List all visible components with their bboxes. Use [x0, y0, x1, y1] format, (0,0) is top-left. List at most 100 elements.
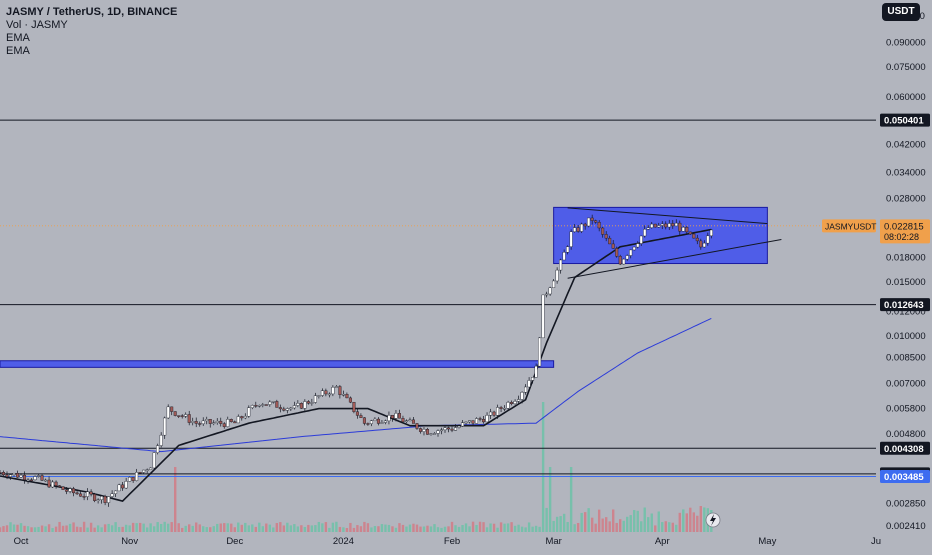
volume-bar — [433, 524, 436, 532]
candle — [233, 421, 237, 424]
candle — [264, 404, 268, 406]
volume-bar — [286, 522, 289, 532]
candle — [408, 419, 412, 422]
volume-bar — [9, 522, 12, 532]
candle — [639, 235, 643, 244]
candle — [548, 287, 552, 295]
volume-bar — [373, 526, 377, 532]
volume-bar — [138, 522, 142, 532]
volume-bar — [121, 526, 124, 532]
candle — [82, 496, 86, 498]
volume-bar — [615, 522, 618, 532]
volume-bar — [401, 524, 405, 532]
candle — [142, 469, 146, 473]
candle — [334, 386, 338, 388]
volume-bar — [181, 527, 184, 532]
volume-bar — [47, 524, 51, 532]
candle — [317, 395, 321, 397]
volume-bar — [86, 527, 89, 532]
volume-bar — [534, 525, 538, 532]
volume-bar — [436, 527, 440, 532]
time-tick-label: Oct — [14, 536, 29, 547]
candle — [527, 380, 531, 388]
candle — [492, 411, 496, 416]
candle — [240, 416, 244, 419]
currency-button[interactable]: USDT — [882, 3, 920, 21]
candle — [685, 227, 689, 233]
price-tick-label: 0.008500 — [886, 353, 926, 364]
volume-bar — [310, 525, 314, 532]
volume-bar — [545, 507, 548, 532]
volume-bar — [23, 525, 26, 532]
price-tick-label: 0.015000 — [886, 277, 926, 288]
level-badge-label: 0.004308 — [884, 444, 924, 455]
time-tick-label: Nov — [121, 536, 138, 547]
volume-bar — [668, 522, 671, 532]
candle — [149, 467, 153, 470]
candle — [482, 418, 486, 423]
candle — [583, 223, 587, 227]
volume-bar — [594, 523, 597, 532]
candle — [545, 293, 549, 296]
volume-bar — [485, 527, 489, 532]
candle — [538, 337, 542, 367]
volume-bar — [223, 523, 226, 532]
volume-bar — [177, 523, 180, 532]
volume-bar — [496, 527, 499, 532]
candle — [664, 223, 668, 228]
candle — [166, 406, 170, 419]
candle — [674, 222, 678, 227]
volume-bar — [307, 524, 310, 532]
volume-bar — [170, 522, 173, 532]
volume-bar — [296, 526, 300, 532]
candle — [643, 228, 647, 237]
candle — [454, 427, 458, 431]
candle — [590, 217, 594, 221]
candle — [618, 256, 622, 265]
volume-bar — [394, 527, 398, 532]
volume-bar — [454, 525, 457, 532]
volume-bar — [54, 526, 58, 532]
volume-bar — [633, 510, 636, 532]
candle — [432, 433, 436, 435]
ema-indicator-label-1[interactable]: EMA — [6, 32, 30, 44]
candle — [440, 429, 444, 432]
candle — [345, 394, 349, 399]
volume-bar — [110, 525, 114, 532]
symbol-title[interactable]: JASMY / TetherUS, 1D, BINANCE — [6, 6, 178, 18]
volume-bar — [440, 527, 443, 532]
current-price-label: 0.022815 — [884, 221, 924, 232]
volume-indicator-label[interactable]: Vol · JASMY — [6, 19, 68, 31]
ema-indicator-label-2[interactable]: EMA — [6, 45, 30, 57]
volume-bar — [471, 521, 475, 532]
candle — [268, 401, 272, 405]
volume-bar — [363, 521, 366, 532]
zone-rect-1 — [553, 206, 768, 265]
candle — [632, 246, 636, 251]
volume-bar — [65, 525, 68, 532]
volume-bar — [268, 524, 272, 532]
candle — [208, 419, 212, 424]
candle — [401, 417, 405, 423]
candle — [19, 474, 23, 478]
candle — [44, 479, 48, 482]
candle — [215, 420, 219, 423]
volume-bar — [345, 528, 349, 532]
volume-bar — [492, 523, 496, 532]
volume-bar — [16, 524, 19, 532]
candle — [152, 452, 156, 469]
candle — [457, 425, 461, 428]
candle — [390, 415, 394, 419]
candle — [23, 474, 27, 481]
candle — [352, 401, 356, 412]
volume-bar — [580, 512, 583, 532]
volume-bar — [587, 508, 590, 532]
candle — [194, 421, 198, 424]
level-badge-label: 0.012643 — [884, 300, 924, 311]
volume-bar — [520, 526, 524, 532]
candle — [236, 416, 240, 424]
candle — [653, 223, 657, 228]
candle — [531, 377, 535, 381]
